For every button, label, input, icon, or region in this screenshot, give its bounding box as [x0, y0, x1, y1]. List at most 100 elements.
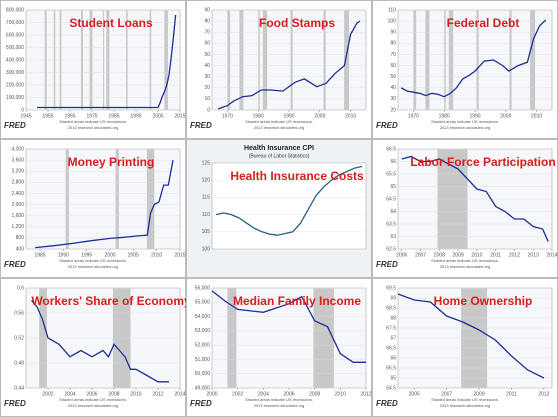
y-tick-label: 3,200 [11, 169, 24, 175]
y-tick-label: 2,800 [11, 180, 24, 186]
recession-band [262, 10, 268, 110]
chart-title: Money Printing [68, 155, 155, 169]
y-tick-label: 2,400 [11, 191, 24, 197]
y-tick-label: 53,000 [195, 328, 211, 334]
y-tick-label: 10 [204, 96, 210, 102]
recession-band [323, 10, 326, 110]
y-tick-label: 63.5 [386, 221, 396, 227]
plot-area [211, 287, 367, 389]
footer-note: 2013 research.stlouisfed.org [440, 264, 490, 269]
y-tick-label: 70 [204, 30, 210, 36]
footer-note: Shaded areas indicate US recessions. [59, 119, 127, 124]
x-tick-label: 1970 [222, 113, 233, 119]
y-tick-label: 65.5 [386, 365, 396, 371]
x-tick-label: 1955 [42, 113, 53, 119]
y-tick-label: 0.48 [14, 360, 24, 366]
y-tick-label: 66.5 [386, 146, 396, 152]
x-tick-label: 2012 [152, 391, 163, 397]
y-tick-label: 66.5 [386, 345, 396, 351]
x-tick-label: 1945 [20, 113, 31, 119]
data-line [400, 19, 547, 98]
y-tick-label: 800,000 [6, 7, 24, 13]
y-tick-label: 4,000 [11, 146, 24, 152]
logo: FRED [376, 260, 398, 269]
x-tick-label: 1990 [58, 252, 69, 258]
x-tick-label: 2000 [206, 391, 217, 397]
data-line [211, 290, 366, 363]
x-tick-label: 1980 [253, 113, 264, 119]
logo: FRED [190, 121, 212, 130]
x-tick-label: 2009 [473, 391, 484, 397]
x-tick-label: 2012 [509, 252, 520, 258]
y-tick-label: 115 [202, 195, 210, 201]
y-tick-label: 63 [390, 234, 396, 240]
x-tick-label: 2010 [335, 391, 346, 397]
x-tick-label: 2002 [232, 391, 243, 397]
y-tick-label: 30 [204, 74, 210, 80]
footer-note: Shaded areas indicate US recessions. [59, 397, 127, 402]
x-tick-label: 2005 [152, 113, 163, 119]
x-tick-label: 2007 [441, 391, 452, 397]
chart-header: Health Insurance CPI [244, 145, 314, 152]
x-tick-label: 2000 [104, 252, 115, 258]
recession-band [476, 10, 479, 110]
x-tick-label: 1995 [130, 113, 141, 119]
x-tick-label: 1990 [469, 113, 480, 119]
y-tick-label: 40 [390, 85, 396, 91]
footer-note: 2013 research.stlouisfed.org [254, 403, 304, 408]
x-tick-label: 2015 [174, 113, 185, 119]
y-tick-label: 62.5 [386, 246, 396, 252]
x-tick-label: 2010 [531, 113, 542, 119]
x-tick-label: 1980 [439, 113, 450, 119]
y-tick-label: 90 [204, 7, 210, 13]
chart-title: Workers' Share of Economy [31, 294, 191, 308]
x-tick-label: 2002 [42, 391, 53, 397]
x-tick-label: 2010 [471, 252, 482, 258]
footer-note: Shaded areas indicate US recessions. [431, 258, 499, 263]
x-tick-label: 1965 [64, 113, 75, 119]
y-tick-label: 400,000 [6, 57, 24, 63]
y-tick-label: 56,000 [195, 285, 211, 291]
x-tick-label: 1970 [408, 113, 419, 119]
footer-note: Shaded areas indicate US recessions. [245, 397, 313, 402]
y-tick-label: 0.6 [17, 285, 24, 291]
x-tick-label: 1975 [86, 113, 97, 119]
x-tick-label: 2014 [174, 391, 185, 397]
y-tick-label: 300,000 [6, 70, 24, 76]
x-tick-label: 2000 [500, 113, 511, 119]
y-tick-label: 65.5 [386, 171, 396, 177]
y-tick-label: 20 [204, 85, 210, 91]
y-tick-label: 65 [390, 184, 396, 190]
y-tick-label: 0.44 [14, 385, 24, 391]
logo: FRED [376, 121, 398, 130]
chart-title: Health Insurance Costs [230, 169, 364, 183]
footer-note: 2013 research.stlouisfed.org [440, 125, 490, 130]
footer-note: 2013 research.stlouisfed.org [68, 403, 118, 408]
y-tick-label: 105 [202, 229, 211, 235]
x-tick-label: 2009 [453, 252, 464, 258]
recession-band [344, 10, 350, 110]
y-tick-label: 0 [21, 107, 24, 113]
logo: FRED [4, 121, 26, 130]
footer-note: 2013 research.stlouisfed.org [68, 125, 118, 130]
x-tick-label: 2011 [490, 252, 501, 258]
x-tick-label: 2008 [434, 252, 445, 258]
y-tick-label: 70 [390, 52, 396, 58]
y-tick-label: 110 [388, 7, 396, 13]
x-tick-label: 2008 [309, 391, 320, 397]
x-tick-label: 2011 [506, 391, 517, 397]
data-line [401, 155, 549, 242]
y-tick-label: 100 [202, 246, 211, 252]
data-line [397, 293, 545, 379]
y-tick-label: 40 [204, 63, 210, 69]
chart-title: Median Family Income [233, 294, 361, 308]
y-tick-label: 1,600 [11, 213, 24, 219]
logo: FRED [4, 399, 26, 408]
y-tick-label: 68.5 [386, 305, 396, 311]
y-tick-label: 400 [16, 246, 25, 252]
x-tick-label: 1985 [108, 113, 119, 119]
logo: FRED [4, 260, 26, 269]
y-tick-label: 120 [202, 178, 211, 184]
x-tick-label: 2012 [360, 391, 371, 397]
